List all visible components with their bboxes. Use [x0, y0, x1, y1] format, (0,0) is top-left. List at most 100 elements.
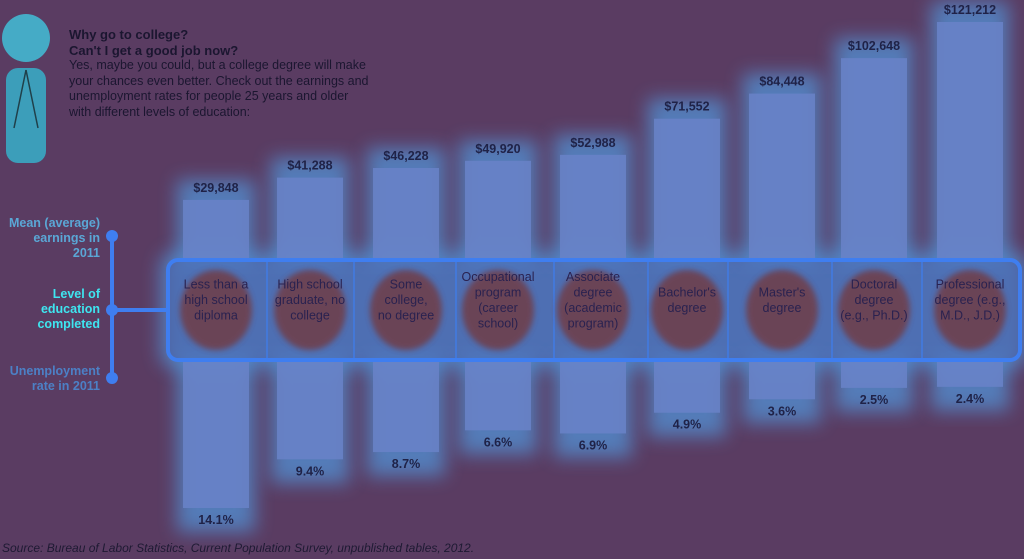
category-label-line: diploma [194, 309, 238, 323]
category-label-line: Some [390, 278, 423, 292]
category-label-line: degree [855, 293, 894, 307]
category-label-line: Bachelor's [658, 285, 716, 299]
earnings-value-label: $102,648 [848, 39, 900, 53]
category-label: Master's degree [759, 285, 806, 315]
unemployment-value-label: 2.4% [956, 392, 985, 406]
education-row-label: Level of education completed [0, 287, 100, 332]
person-icon [2, 14, 50, 163]
earnings-value-label: $41,288 [287, 159, 332, 173]
category-label-blob [462, 270, 534, 350]
earnings-bar [654, 118, 720, 259]
unemployment-value-label: 4.9% [673, 418, 702, 432]
unemployment-bar [654, 362, 720, 413]
category-label: Professional degree (e.g., M.D., J.D.) [935, 278, 1006, 323]
unemployment-row-label-line: Unemployment [9, 364, 100, 378]
earnings-bar [373, 167, 439, 258]
bars-layer [183, 22, 1003, 508]
earnings-labels: $29,848 $41,288 $46,228 $49,920 $52,988 $71,5… [193, 3, 996, 195]
panel-dividers [266, 262, 923, 358]
unemployment-row-label: Unemployment rate in 2011 [0, 364, 100, 394]
earnings-value-label: $49,920 [475, 142, 520, 156]
earnings-value-label: $71,552 [664, 100, 709, 114]
earnings-bar [560, 154, 626, 258]
category-label-line: college, [384, 293, 427, 307]
category-label-line: high school [184, 293, 247, 307]
category-label-line: Doctoral [851, 278, 898, 292]
unemployment-value-label: 6.6% [484, 435, 513, 449]
category-label-line: (e.g., Ph.D.) [840, 309, 907, 323]
source-note: Source: Bureau of Labor Statistics, Curr… [2, 541, 475, 555]
intro-body: Yes, maybe you could, but a college degr… [69, 58, 369, 119]
earnings-value-label: $46,228 [383, 149, 428, 163]
category-label-blob [746, 270, 818, 350]
category-label: Some college, no degree [378, 278, 434, 323]
unemployment-bar [183, 362, 249, 508]
unemployment-value-label: 2.5% [860, 393, 889, 407]
earnings-bar [937, 22, 1003, 258]
unemployment-value-label: 3.6% [768, 404, 797, 418]
unemployment-value-label: 9.4% [296, 464, 325, 478]
unemployment-row-label-line: rate in 2011 [31, 379, 100, 393]
category-label-blob [370, 270, 442, 350]
category-label: Doctoral degree (e.g., Ph.D.) [840, 278, 907, 323]
earnings-row-label-line: 2011 [72, 246, 100, 260]
unemployment-bar [465, 362, 531, 431]
education-row-label-line: Level of [52, 287, 100, 301]
education-row-label-line: education [40, 302, 100, 316]
row-connector [106, 230, 170, 384]
category-labels: Less than a high school diploma High school… [180, 270, 1006, 350]
category-label-blob [651, 270, 723, 350]
unemployment-bar [277, 362, 343, 460]
category-label-line: program) [568, 316, 619, 330]
earnings-value-label: $84,448 [759, 75, 804, 89]
education-row-label-line: completed [37, 317, 100, 331]
earnings-row-label: Mean (average) earnings in 2011 [0, 216, 100, 261]
category-label-line: Associate [566, 270, 620, 284]
earnings-bar [277, 177, 343, 258]
earnings-bar [465, 160, 531, 258]
unemployment-value-label: 8.7% [392, 457, 421, 471]
category-label-line: degree (e.g., [935, 293, 1006, 307]
category-label-line: degree [668, 301, 707, 315]
category-label-line: degree [763, 301, 802, 315]
category-label-blob [274, 270, 346, 350]
earnings-bar [749, 93, 815, 258]
category-label: Bachelor's degree [658, 285, 716, 315]
intro-question-1: Why go to college? [69, 27, 189, 42]
unemployment-bar [373, 362, 439, 453]
category-label-blob [934, 270, 1006, 350]
category-label-line: High school [277, 278, 342, 292]
unemployment-bar [749, 362, 815, 400]
unemployment-bar [841, 362, 907, 388]
earnings-value-label: $29,848 [193, 181, 238, 195]
unemployment-bar [560, 362, 626, 434]
category-label-line: Master's [759, 285, 806, 299]
category-label-blob [838, 270, 910, 350]
earnings-row-label-line: earnings in [33, 231, 100, 245]
unemployment-bar [937, 362, 1003, 387]
category-label-line: Less than a [184, 278, 249, 292]
category-label-line: no degree [378, 309, 434, 323]
earnings-row-label-line: Mean (average) [8, 216, 100, 230]
intro-question-2: Can't I get a good job now? [69, 42, 239, 58]
category-label-line: graduate, no [275, 293, 345, 307]
unemployment-value-label: 14.1% [198, 513, 233, 527]
category-label-line: M.D., J.D.) [940, 309, 1000, 323]
category-label-line: degree [574, 285, 613, 299]
category-label-blob [557, 270, 629, 350]
category-label-line: Professional [936, 278, 1005, 292]
earnings-bar [841, 58, 907, 258]
category-label-blob [180, 270, 252, 350]
category-label-line: (career [478, 301, 518, 315]
category-label: High school graduate, no college [275, 278, 345, 323]
earnings-value-label: $121,212 [944, 3, 996, 17]
unemployment-value-label: 6.9% [579, 438, 608, 452]
category-label: Less than a high school diploma [184, 278, 249, 323]
category-label-line: (academic [564, 301, 622, 315]
category-label-line: program [475, 285, 522, 299]
earnings-value-label: $52,988 [570, 136, 615, 150]
earnings-bar [183, 199, 249, 258]
unemployment-labels: 14.1% 9.4% 8.7% 6.6% 6.9% 4.9% 3.6% 2.5% 2.4% [198, 392, 984, 527]
category-label-line: Occupational [462, 270, 535, 284]
